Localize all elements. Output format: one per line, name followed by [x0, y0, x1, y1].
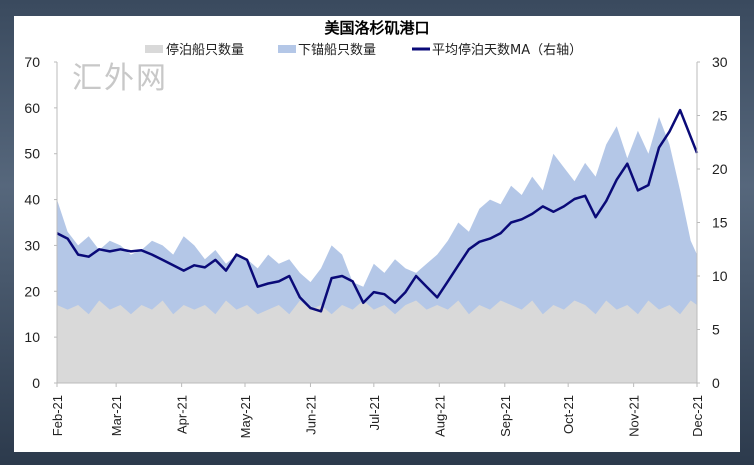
legend-label-anchored: 下锚船只数量	[298, 43, 376, 58]
x-tick-label: Sep-21	[498, 395, 513, 437]
left-tick-label: 70	[24, 54, 40, 70]
x-tick-label: Jun-21	[303, 395, 318, 435]
chart-title: 美国洛杉矶港口	[324, 19, 429, 37]
legend-label-berthed: 停泊船只数量	[166, 42, 244, 58]
right-tick-label: 5	[712, 322, 720, 338]
watermark: 汇外网	[72, 61, 168, 96]
avg-berth-days-line	[56, 108, 699, 313]
left-tick-label: 10	[24, 329, 40, 345]
legend: 停泊船只数量 下锚船只数量 平均停泊天数MA（右轴）	[145, 42, 582, 58]
x-tick-label: Nov-21	[627, 395, 642, 437]
left-tick-label: 60	[24, 100, 40, 116]
x-tick-label: Oct-21	[561, 395, 576, 434]
berthed-ships-area	[57, 300, 697, 383]
x-tick-label: Aug-21	[432, 395, 447, 437]
left-tick-label: 40	[24, 192, 40, 208]
legend-swatch-berthed	[145, 45, 163, 53]
right-tick-label: 30	[712, 54, 728, 70]
legend-label-ma: 平均停泊天数MA（右轴）	[432, 42, 582, 58]
x-tick-label: May-21	[238, 395, 253, 438]
left-tick-label: 0	[32, 375, 40, 391]
x-tick-label: Apr-21	[175, 395, 190, 434]
right-tick-label: 15	[712, 215, 728, 231]
left-tick-label: 30	[24, 237, 40, 253]
right-tick-label: 20	[712, 161, 728, 177]
right-tick-label: 0	[712, 375, 720, 391]
x-tick-label: Dec-21	[690, 395, 705, 437]
x-tick-label: Feb-21	[50, 395, 65, 436]
legend-swatch-anchored	[278, 45, 296, 53]
x-tick-label: Mar-21	[109, 395, 124, 436]
left-tick-label: 50	[24, 146, 40, 162]
right-tick-label: 25	[712, 108, 728, 124]
x-tick-label: Jul-21	[367, 395, 382, 430]
right-tick-label: 10	[712, 268, 728, 284]
left-tick-label: 20	[24, 283, 40, 299]
